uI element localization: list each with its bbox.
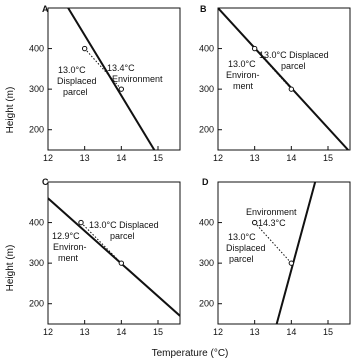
panel-d-label-environment: Environment [246, 207, 297, 217]
x-tick-label: 15 [153, 327, 163, 337]
panel-c: C 13.0°C Displaced parcel 12.9°C Environ… [29, 177, 181, 337]
panel-b-frame [217, 7, 351, 151]
panel-d-label-temp-parcel: 13.0°C [228, 232, 256, 242]
panel-b-label-environ: Environ- [226, 70, 260, 80]
x-tick-label: 15 [153, 153, 163, 163]
parcel-path [254, 48, 292, 90]
x-tick-label: 12 [43, 327, 53, 337]
x-tick-label: 12 [213, 153, 223, 163]
y-axis-title: Height (m) [5, 87, 16, 134]
x-tick-label: 14 [116, 327, 126, 337]
panel-b: B 13.0°C Displaced parcel 13.0°C Environ… [199, 4, 351, 163]
panel-a-label-temp-parcel: 13.0°C [58, 65, 86, 75]
x-tick-label: 13 [250, 153, 260, 163]
panel-c-label-displaced: 13.0°C Displaced [89, 220, 159, 230]
y-tick-label: 200 [29, 125, 44, 135]
x-axis-title: Temperature (°C) [152, 348, 229, 359]
environment-line [67, 8, 156, 150]
parcel-path [254, 222, 292, 264]
panel-b-label-parcel: parcel [281, 61, 306, 71]
y-tick-label: 200 [199, 125, 214, 135]
x-tick-label: 14 [286, 153, 296, 163]
panel-a-letter: A [42, 4, 49, 14]
parcel-displaced-point [81, 45, 88, 52]
parcel-displaced-point [78, 219, 84, 226]
y-tick-label: 400 [29, 218, 44, 228]
panel-c-letter: C [42, 177, 49, 187]
x-tick-label: 13 [80, 153, 90, 163]
x-tick-label: 14 [116, 153, 126, 163]
panel-a-label-temp-env: 13.4°C [107, 63, 135, 73]
panel-a-label-displaced: Displaced [57, 76, 97, 86]
panel-c-frame [47, 181, 181, 325]
x-tick-label: 15 [323, 327, 333, 337]
y-tick-label: 400 [29, 44, 44, 54]
panel-c-label-environ: Environ- [53, 242, 87, 252]
panel-d-letter: D [202, 177, 209, 187]
y-tick-label: 300 [29, 258, 44, 268]
x-tick-label: 12 [213, 327, 223, 337]
x-tick-label: 13 [80, 327, 90, 337]
panel-b-label-displaced: 13.0°C Displaced [259, 50, 329, 60]
parcel-origin-point [288, 260, 295, 266]
panel-a-label-parcel: parcel [63, 87, 88, 97]
parcel-path [84, 48, 122, 90]
y-tick-label: 400 [199, 218, 214, 228]
y-tick-label: 300 [199, 84, 214, 94]
y-tick-label: 200 [29, 299, 44, 309]
panel-d-label-temp-env: 14.3°C [258, 218, 286, 228]
parcel-displaced-point [251, 219, 258, 226]
parcel-origin-point [118, 86, 125, 92]
x-tick-label: 12 [43, 153, 53, 163]
panel-b-letter: B [200, 4, 207, 14]
panel-d-label-parcel: parcel [229, 254, 254, 264]
environment-line [218, 8, 349, 150]
panel-d-label-displaced: Displaced [226, 243, 266, 253]
environment-line [275, 182, 317, 324]
y-tick-label: 200 [199, 299, 214, 309]
panel-b-label-temp: 13.0°C [228, 59, 256, 69]
panel-d-frame [217, 181, 351, 325]
environment-line [48, 197, 180, 317]
y-tick-label: 300 [29, 84, 44, 94]
panel-a-label-environment: Environment [112, 74, 163, 84]
panel-c-label-ment: ment [58, 253, 79, 263]
panel-a-frame [47, 7, 181, 151]
panel-b-label-ment: ment [233, 81, 254, 91]
parcel-origin-point [118, 260, 125, 266]
y-axis-title-lower: Height (m) [5, 245, 16, 292]
panel-a: A 13.4°C Environment 13.0°C Displaced pa… [29, 4, 181, 163]
parcel-origin-point [288, 86, 295, 92]
x-tick-label: 15 [323, 153, 333, 163]
parcel-path [80, 222, 122, 264]
panel-c-label-temp: 12.9°C [52, 231, 80, 241]
x-tick-label: 13 [250, 327, 260, 337]
panel-c-label-parcel: parcel [110, 231, 135, 241]
parcel-displaced-point [251, 45, 258, 52]
x-tick-label: 14 [286, 327, 296, 337]
panel-d: D Environment 14.3°C 13.0°C Displaced pa… [199, 177, 351, 337]
y-tick-label: 300 [199, 258, 214, 268]
y-tick-label: 400 [199, 44, 214, 54]
